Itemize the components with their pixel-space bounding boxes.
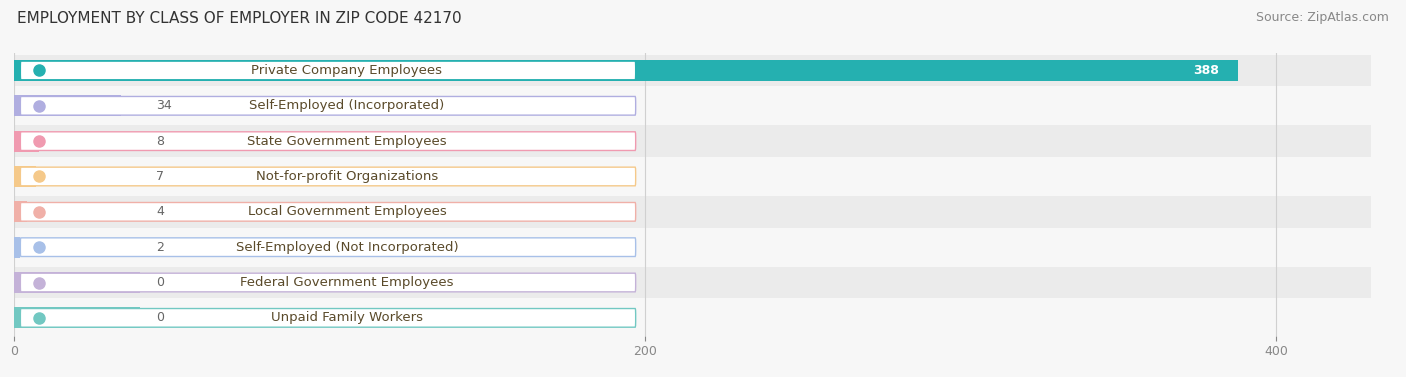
Bar bbox=[14, 55, 1371, 86]
Bar bbox=[14, 161, 1371, 192]
Text: Unpaid Family Workers: Unpaid Family Workers bbox=[271, 311, 423, 324]
Bar bbox=[14, 125, 1371, 157]
Text: Private Company Employees: Private Company Employees bbox=[252, 64, 443, 77]
FancyBboxPatch shape bbox=[20, 61, 636, 80]
Text: 34: 34 bbox=[156, 99, 172, 112]
FancyBboxPatch shape bbox=[20, 167, 636, 186]
FancyBboxPatch shape bbox=[20, 273, 636, 292]
FancyBboxPatch shape bbox=[20, 238, 636, 256]
Bar bbox=[14, 90, 1371, 122]
Text: 4: 4 bbox=[156, 205, 165, 218]
Text: Self-Employed (Incorporated): Self-Employed (Incorporated) bbox=[249, 99, 444, 112]
Text: State Government Employees: State Government Employees bbox=[247, 135, 447, 148]
Bar bbox=[14, 302, 1371, 334]
FancyBboxPatch shape bbox=[20, 202, 636, 221]
Text: Local Government Employees: Local Government Employees bbox=[247, 205, 446, 218]
Text: Not-for-profit Organizations: Not-for-profit Organizations bbox=[256, 170, 439, 183]
Text: Federal Government Employees: Federal Government Employees bbox=[240, 276, 454, 289]
Bar bbox=[14, 60, 1239, 81]
Text: 2: 2 bbox=[156, 241, 165, 254]
Bar bbox=[14, 272, 141, 293]
Text: Source: ZipAtlas.com: Source: ZipAtlas.com bbox=[1256, 11, 1389, 24]
Bar bbox=[14, 166, 37, 187]
Bar bbox=[14, 201, 27, 222]
Bar bbox=[14, 95, 121, 116]
Text: 388: 388 bbox=[1194, 64, 1219, 77]
Bar bbox=[14, 196, 1371, 228]
Text: 8: 8 bbox=[156, 135, 165, 148]
Bar bbox=[14, 307, 141, 328]
Bar bbox=[14, 237, 20, 258]
FancyBboxPatch shape bbox=[20, 132, 636, 150]
Bar bbox=[14, 231, 1371, 263]
Text: EMPLOYMENT BY CLASS OF EMPLOYER IN ZIP CODE 42170: EMPLOYMENT BY CLASS OF EMPLOYER IN ZIP C… bbox=[17, 11, 461, 26]
Text: 0: 0 bbox=[156, 311, 165, 324]
Text: 0: 0 bbox=[156, 276, 165, 289]
Text: 7: 7 bbox=[156, 170, 165, 183]
Bar bbox=[14, 267, 1371, 299]
FancyBboxPatch shape bbox=[20, 97, 636, 115]
Bar bbox=[14, 130, 39, 152]
Text: Self-Employed (Not Incorporated): Self-Employed (Not Incorporated) bbox=[236, 241, 458, 254]
FancyBboxPatch shape bbox=[20, 308, 636, 327]
